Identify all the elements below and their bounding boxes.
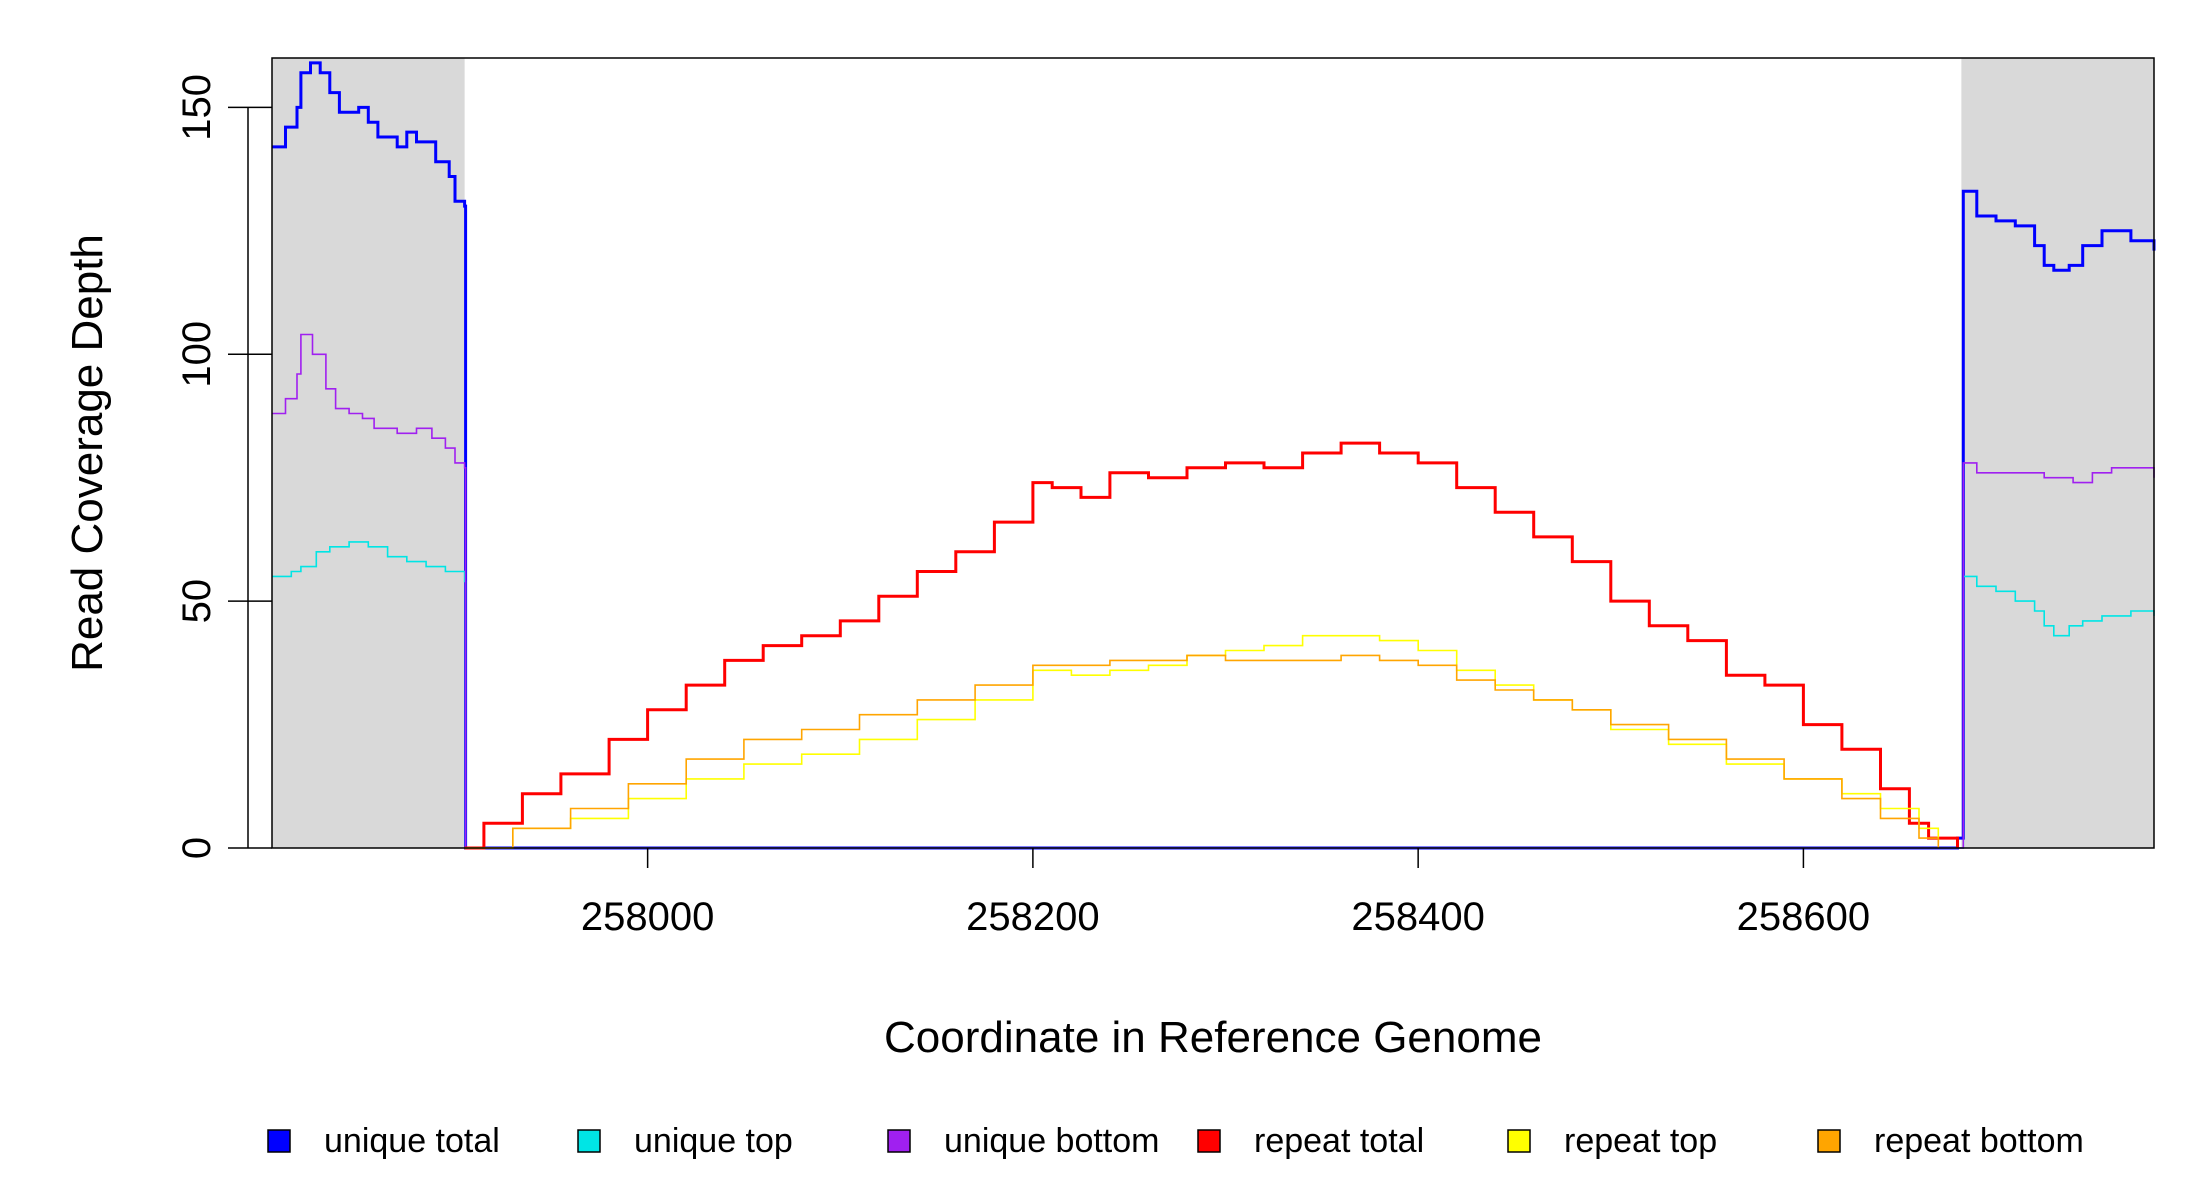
- series-lines: [272, 61, 2156, 850]
- y-tick-label: 0: [175, 837, 219, 859]
- x-tick-label: 258000: [581, 895, 714, 939]
- legend-label: repeat top: [1564, 1122, 1717, 1160]
- y-tick-label: 50: [175, 579, 219, 624]
- legend-label: unique total: [324, 1122, 500, 1160]
- series-repeat-bottom: [464, 654, 1940, 849]
- y-axis-label: Read Coverage Depth: [63, 234, 112, 672]
- x-tick-label: 258200: [966, 895, 1099, 939]
- series-repeat-top: [464, 634, 1940, 849]
- legend-label: unique bottom: [944, 1122, 1160, 1160]
- x-tick-label: 258400: [1351, 895, 1484, 939]
- series-unique-top: [272, 541, 2155, 849]
- legend-swatch: [1507, 1129, 1531, 1153]
- legend-swatch: [1197, 1129, 1221, 1153]
- y-tick-label: 100: [175, 321, 219, 388]
- legend-swatch: [577, 1129, 601, 1153]
- legend-label: repeat bottom: [1874, 1122, 2084, 1160]
- y-axis: 0 50 100 150: [175, 74, 272, 859]
- shaded-region-1: [272, 58, 465, 848]
- series-repeat-total: [464, 441, 1959, 850]
- y-tick-label: 150: [175, 74, 219, 141]
- x-tick-label: 258600: [1737, 895, 1870, 939]
- legend: unique total unique top unique bottom repea…: [267, 1122, 2084, 1160]
- plot-frame: [271, 57, 2155, 849]
- series-unique-total: [272, 61, 2156, 850]
- x-axis-label: Coordinate in Reference Genome: [884, 1013, 1542, 1062]
- x-axis: 258000 258200 258400 258600: [581, 848, 1870, 939]
- legend-swatch: [887, 1129, 911, 1153]
- legend-label: unique top: [634, 1122, 793, 1160]
- legend-swatch: [267, 1129, 291, 1153]
- shaded-region-2: [1961, 58, 2154, 848]
- legend-label: repeat total: [1254, 1122, 1424, 1160]
- series-unique-bottom: [272, 333, 2155, 849]
- shaded-regions: [272, 58, 2154, 848]
- legend-swatch: [1817, 1129, 1841, 1153]
